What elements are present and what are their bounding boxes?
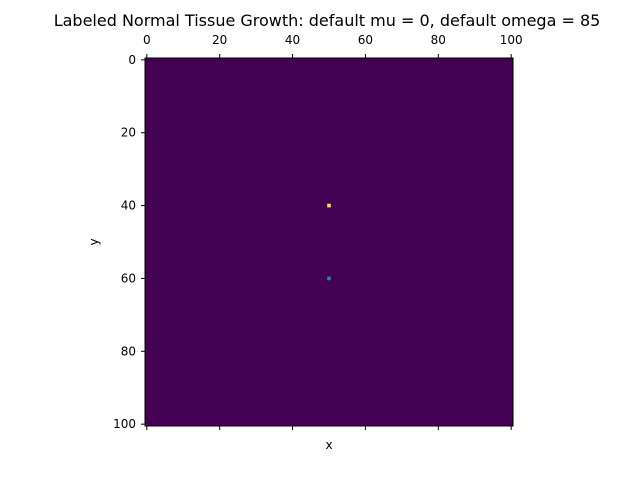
y-tick-label: 40 (121, 199, 136, 213)
heatmap-cell-1 (327, 276, 331, 281)
heatmap-cells (327, 203, 331, 281)
x-tick-label: 100 (500, 33, 523, 47)
y-tick-label: 100 (113, 417, 136, 431)
y-tick-label: 60 (121, 271, 136, 285)
heatmap-background (145, 58, 513, 426)
y-tick-label: 0 (128, 53, 136, 67)
y-axis: 0 20 40 60 80 100 (113, 53, 145, 431)
y-tick-label: 20 (121, 126, 136, 140)
x-tick-label: 80 (431, 33, 446, 47)
heatmap-cell-0 (327, 203, 331, 208)
heatmap-plot-area (144, 57, 514, 427)
x-tick-label: 60 (358, 33, 373, 47)
axes-frame (144, 57, 514, 427)
x-tick-label: 20 (212, 33, 227, 47)
chart-title: Labeled Normal Tissue Growth: default mu… (54, 11, 601, 30)
x-axis-top: 0 20 40 60 80 100 (143, 33, 523, 58)
x-axis-label: x (325, 438, 332, 452)
y-axis-label: y (87, 238, 101, 245)
x-tick-label: 0 (143, 33, 151, 47)
y-tick-label: 80 (121, 344, 136, 358)
x-tick-label: 40 (285, 33, 300, 47)
x-axis-bottom (146, 426, 512, 430)
